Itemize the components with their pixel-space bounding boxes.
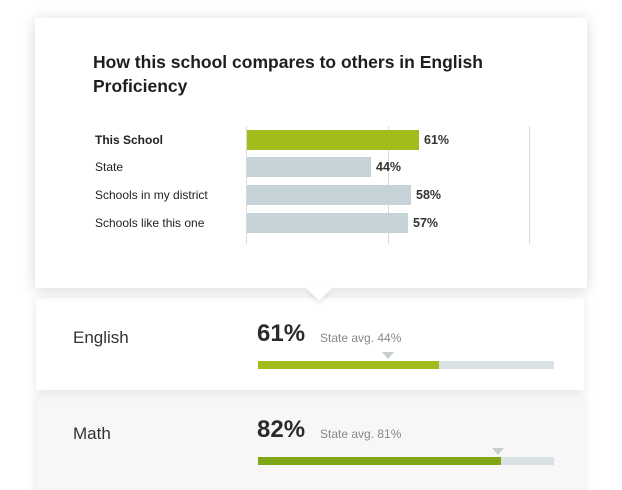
score-fill — [258, 457, 501, 465]
subject-name: Math — [73, 424, 111, 443]
state-average-marker-icon — [382, 352, 394, 359]
chart-category-this-school: This School — [95, 133, 164, 147]
chart-category-schools-like-this-one: Schools like this one — [95, 216, 205, 230]
popover-caret — [306, 288, 332, 301]
state-average-marker-icon — [492, 448, 504, 455]
state-average-label: State avg. 44% — [320, 331, 402, 345]
subject-card-math[interactable]: Math 82% State avg. 81% — [36, 394, 584, 490]
subject-score: 61% — [257, 320, 306, 347]
chart-value-state: 44% — [376, 160, 402, 174]
popover-title: How this school compares to others in En… — [93, 52, 483, 96]
subject-score: 82% — [257, 416, 306, 443]
chart-category-state: State — [95, 160, 124, 174]
subject-card-english[interactable]: English 61% State avg. 44% — [36, 298, 584, 390]
chart-value-schools-like-this-one: 57% — [413, 216, 439, 230]
score-fill — [258, 361, 439, 369]
state-average-label: State avg. 81% — [320, 427, 402, 441]
chart-bar-schools-like-this-one — [247, 213, 408, 233]
chart-bar-state — [247, 157, 371, 177]
chart-gridline-100 — [529, 126, 530, 244]
comparison-popover: How this school compares to others in En… — [35, 18, 587, 301]
chart-value-schools-in-my-district: 58% — [416, 188, 442, 202]
chart-category-schools-in-my-district: Schools in my district — [95, 188, 208, 202]
chart-value-this-school: 61% — [424, 133, 450, 147]
chart-gridline-0 — [246, 126, 247, 244]
score-track — [258, 352, 554, 369]
score-track — [258, 448, 554, 465]
chart-bar-this-school — [247, 130, 419, 150]
comparison-bar-chart: This School 61% State 44% Schools in my dist… — [35, 18, 587, 288]
subject-name: English — [73, 328, 129, 347]
chart-bar-schools-in-my-district — [247, 185, 411, 205]
